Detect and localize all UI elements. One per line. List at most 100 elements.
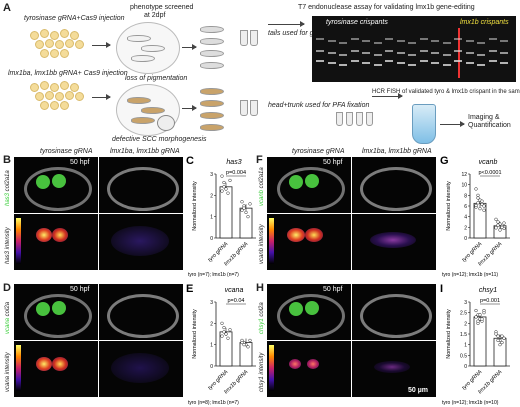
arrow-icon [440,121,465,127]
p-value: p=0.004 [226,170,246,176]
data-point [222,185,226,189]
head-trunk-label: head+trunk used for PFA fixation [268,102,370,109]
gel-band [477,42,485,44]
y-tick-label: 2 [210,193,213,199]
data-point [248,338,252,343]
data-point [222,325,226,330]
micrograph-has3-lmx-heat [99,214,183,270]
gel-band [454,60,462,62]
data-point [220,334,224,338]
y-axis-label: Normalized intensity [192,309,198,359]
panel-letter-d: D [3,282,11,294]
data-point [224,332,228,336]
data-point [244,210,248,215]
y-tick-label: 3 [210,172,213,178]
data-point [476,319,480,323]
data-point [476,196,480,200]
data-point [496,220,500,224]
data-point [480,199,484,203]
gel-band [316,38,324,40]
micrograph-chsy1-lmx-heat: 50 µm [352,341,436,397]
y-tick-label: 2 [210,321,213,327]
y-tick-label: 2 [464,225,467,231]
screen-label-1: phenotype screened [130,4,194,11]
panel-letter: I [440,283,443,295]
gel-band [385,38,393,40]
gel-band [454,38,462,40]
y-axis-label: Normalized intensity [446,181,452,231]
chart-title: vcanb [479,159,498,166]
sample-size-note: tyro (n=8); lmx1b (n=7) [188,400,239,406]
chart-title: vcana [225,287,244,294]
gel-band [419,38,428,40]
y-tick-label: 6 [464,204,467,210]
micrograph-vcana-tyro: 50 hpf [14,284,98,340]
gel-band [419,50,428,52]
scale-bar-label: 50 µm [408,387,428,394]
micrograph-chsy1-tyro: 50 hpf [267,284,351,340]
micrograph-vcana-lmx-heat [99,341,183,397]
gel-band [373,54,382,56]
micrograph-chsy1-lmx [352,284,436,340]
data-point [474,187,478,191]
gel-band [500,40,508,42]
gel-band [339,54,347,56]
t7-assay-label: T7 endonuclease assay for validating lmx… [298,4,475,11]
data-point [246,215,250,219]
arrow-icon [92,42,111,48]
gel-image: tyrosinase crispants lmx1b crispants [312,16,516,82]
data-point [482,204,486,208]
y-tick-label: 8 [464,193,467,199]
gel-band [362,52,370,54]
gel-band [385,50,393,52]
micrograph-vcanb-tyro: 50 hpf [267,157,351,213]
data-point [474,315,478,319]
bar [493,337,507,367]
data-point [240,200,244,204]
gel-band [327,62,336,64]
col-header-tyro-left: tyrosinase gRNA [40,148,93,155]
chart-title: chsy1 [479,287,497,294]
defective-scc-label: defective SCC morphogenesis [112,136,207,143]
data-point [480,317,484,321]
data-point [222,180,226,185]
gel-band [362,62,370,64]
gel-band [488,60,497,62]
data-point [224,187,228,191]
data-point [226,191,230,195]
injection-label-tyro: tyrosinase gRNA+Cas9 injection [24,15,125,22]
gel-band [442,54,451,56]
gel-band [431,62,439,64]
y-tick-label: 2 [464,321,467,327]
chart-title: has3 [226,159,241,166]
gel-band [385,60,393,62]
gel-band [350,60,359,62]
gel-band [373,42,382,44]
hpf-label: 50 hpf [70,159,90,166]
gel-band [454,50,462,52]
sample-size-note: tyro (n=7); lmx1b (n=7) [188,272,239,278]
y-axis-label: Normalized intensity [192,181,198,231]
micrograph-vcanb-tyro-heat [267,214,351,270]
p-value: p=0.04 [228,298,245,304]
gel-band [316,60,324,62]
arrow-icon [268,21,305,27]
gel-band [477,64,485,66]
data-point [220,321,224,325]
gel-band [396,62,405,64]
data-point [496,223,500,227]
gel-band [316,50,324,52]
arrow-icon [372,93,403,99]
gel-band [327,52,336,54]
gel-band [396,52,405,54]
micrograph-vcana-tyro-heat [14,341,98,397]
p-value: p=0.001 [480,298,500,304]
panel-letter: G [440,155,449,167]
y-tick-label: 10 [461,183,467,189]
y-tick-label: 12 [461,172,467,178]
micrograph-has3-lmx [99,157,183,213]
gel-band [350,38,359,40]
arrow-icon [92,94,111,100]
gel-band [396,40,405,42]
